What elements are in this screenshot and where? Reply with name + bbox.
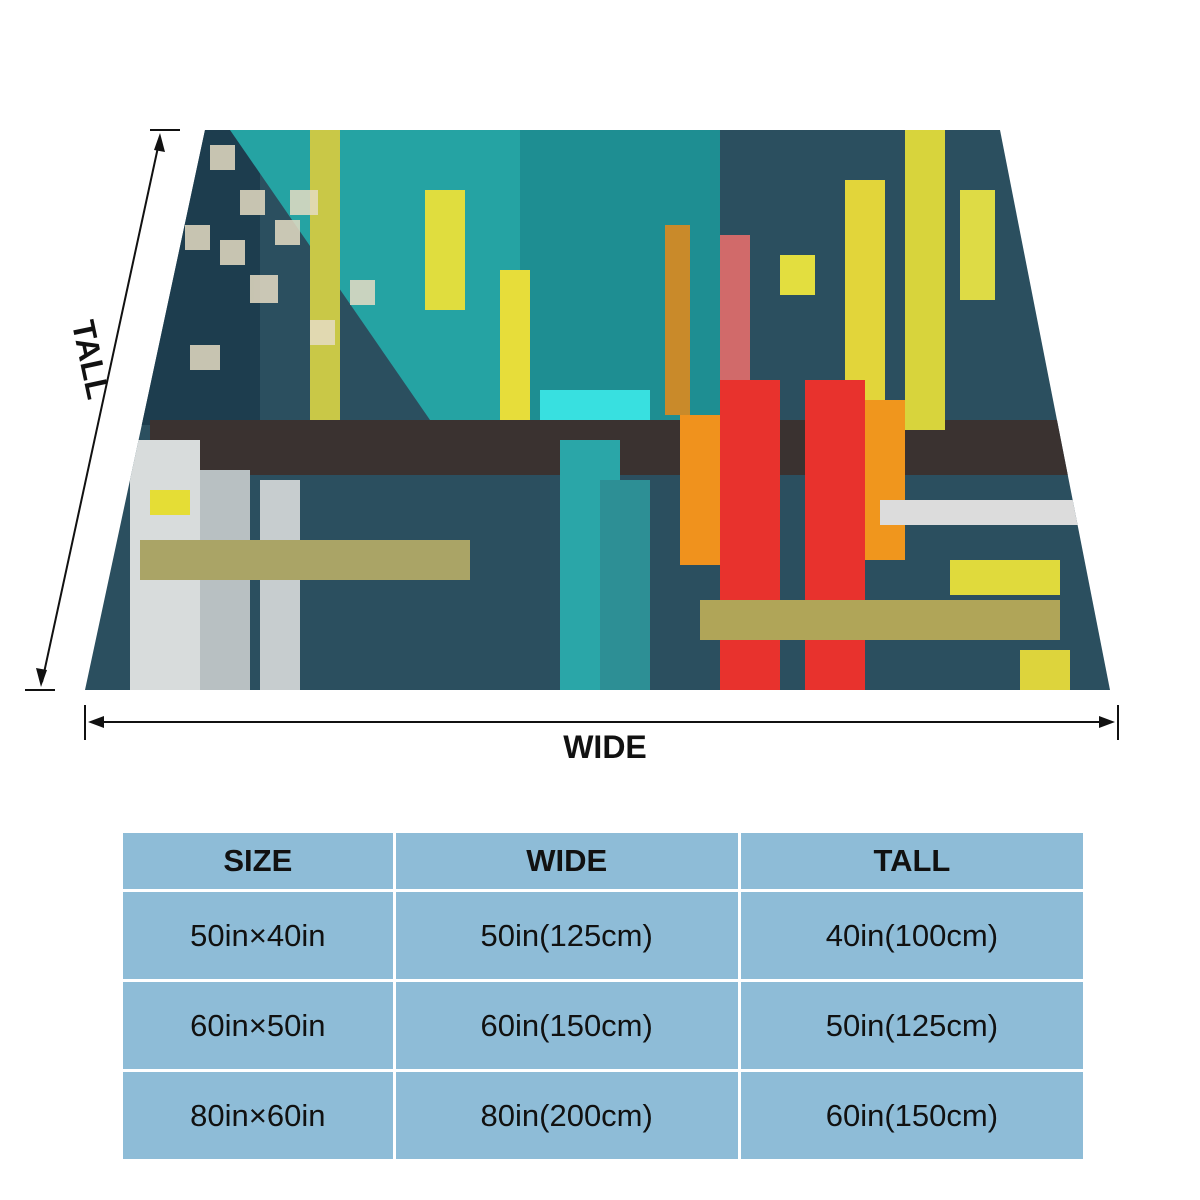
table-cell: 60in×50in: [123, 982, 393, 1069]
table-cell: 80in(200cm): [395, 1072, 738, 1159]
table-row: 60in×50in 60in(150cm) 50in(125cm): [123, 982, 1083, 1069]
table-row: 80in×60in 80in(200cm) 60in(150cm): [123, 1072, 1083, 1159]
table-cell: 40in(100cm): [740, 892, 1083, 979]
size-table: SIZE WIDE TALL 50in×40in 50in(125cm) 40in(100…: [120, 830, 1086, 1162]
table-cell: 80in×60in: [123, 1072, 393, 1159]
table-cell: 60in(150cm): [395, 982, 738, 1069]
dimension-arrows: [25, 129, 1119, 740]
header-cell: TALL: [740, 833, 1083, 889]
table-cell: 50in×40in: [123, 892, 393, 979]
table-cell: 60in(150cm): [740, 1072, 1083, 1159]
header-cell: SIZE: [123, 833, 393, 889]
header-cell: WIDE: [395, 833, 738, 889]
table-row: 50in×40in 50in(125cm) 40in(100cm): [123, 892, 1083, 979]
wide-label: WIDE: [563, 729, 647, 765]
table-cell: 50in(125cm): [395, 892, 738, 979]
tall-label: TALL: [65, 317, 117, 402]
blanket-illustration: TALL WIDE: [25, 129, 1119, 765]
table-cell: 50in(125cm): [740, 982, 1083, 1069]
blanket: [85, 130, 1110, 690]
table-header: SIZE WIDE TALL: [123, 833, 1083, 889]
